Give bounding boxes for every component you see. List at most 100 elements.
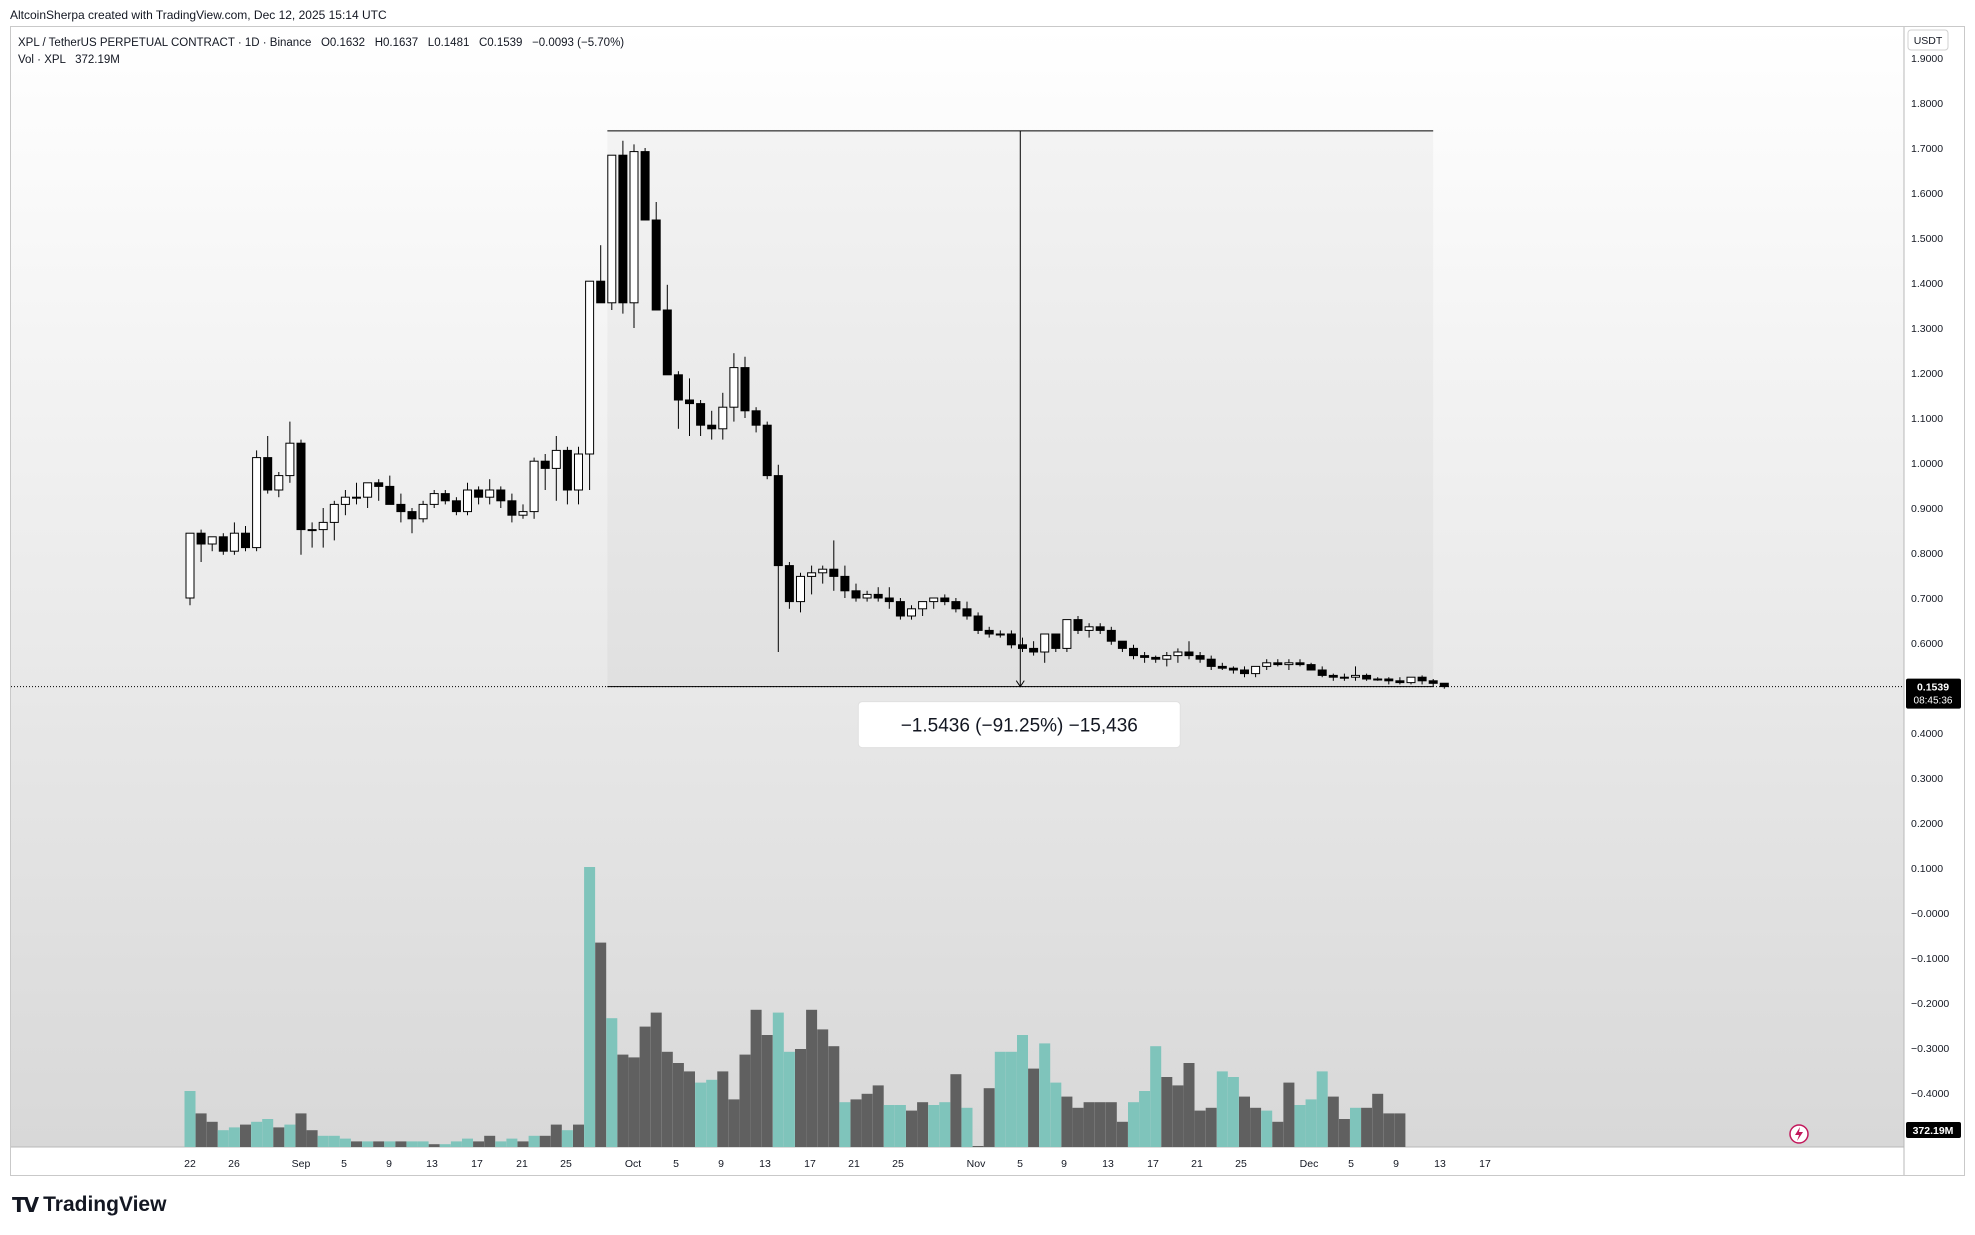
- candle-body: [629, 151, 639, 304]
- volume-bar: [373, 1141, 385, 1147]
- candle-body: [1129, 647, 1138, 657]
- time-tick-label: Nov: [967, 1158, 986, 1170]
- candle-body: [485, 489, 495, 498]
- time-tick-label: 21: [516, 1158, 528, 1170]
- candle-body: [685, 399, 694, 405]
- top-bar: AltcoinSherpa created with TradingView.c…: [0, 0, 1975, 30]
- candle-body: [973, 615, 983, 631]
- candle-body: [340, 496, 350, 505]
- legend-open-value: 0.1632: [329, 37, 366, 49]
- chart-frame[interactable]: −1.5436 (−91.25%) −15,436 1.9000 1.8000 1.…: [10, 26, 1965, 1176]
- candle-body: [762, 424, 772, 477]
- candle-body: [729, 367, 739, 408]
- time-tick-label: 9: [1061, 1158, 1067, 1170]
- candle-body: [1406, 676, 1416, 684]
- candle-body: [263, 457, 273, 491]
- time-tick-label: 25: [560, 1158, 572, 1170]
- candle-body: [596, 280, 606, 304]
- volume-bar: [1316, 1071, 1328, 1147]
- volume-bar: [439, 1144, 451, 1147]
- volume-bar: [228, 1127, 240, 1147]
- volume-bar: [495, 1141, 507, 1147]
- volume-bar: [1239, 1096, 1250, 1147]
- candle-body: [1106, 629, 1116, 642]
- volume-bar: [1261, 1110, 1273, 1147]
- candle-body: [429, 493, 439, 505]
- volume-bar: [240, 1124, 251, 1147]
- volume-bar: [1172, 1085, 1184, 1147]
- time-tick-label: Oct: [625, 1158, 641, 1170]
- legend-volume-label[interactable]: Vol · XPL: [18, 54, 66, 66]
- price-chart[interactable]: −1.5436 (−91.25%) −15,436 1.9000 1.8000 1.…: [11, 27, 1965, 1176]
- candle-body: [1228, 667, 1238, 671]
- volume-bar: [1372, 1093, 1384, 1147]
- volume-bar: [717, 1071, 729, 1147]
- candle-body: [551, 449, 561, 469]
- volume-bar: [961, 1107, 973, 1147]
- volume-bar: [795, 1049, 806, 1147]
- legend-symbol[interactable]: XPL / TetherUS PERPETUAL CONTRACT · 1D ·…: [18, 37, 312, 49]
- candle-body: [807, 572, 817, 577]
- price-scale-background: [1904, 27, 1964, 1175]
- candle-body: [1151, 656, 1161, 660]
- volume-bar: [1250, 1107, 1262, 1147]
- candle-body: [873, 593, 883, 599]
- time-tick-label: 21: [1191, 1158, 1203, 1170]
- volume-bar: [417, 1141, 429, 1147]
- volume-bar: [695, 1082, 707, 1147]
- candle-body: [884, 597, 894, 603]
- price-tick-label: −0.2000: [1911, 998, 1949, 1010]
- tradingview-logo[interactable]: TV TradingView: [12, 1193, 166, 1217]
- candle-body: [696, 403, 706, 426]
- candle-body: [1206, 658, 1216, 667]
- candle-body: [1084, 626, 1094, 631]
- candle-body: [1240, 669, 1249, 675]
- price-tick-label: 1.7000: [1911, 143, 1943, 155]
- candle-body: [229, 532, 239, 552]
- candle-body: [829, 568, 839, 577]
- price-tick-label: −0.3000: [1911, 1043, 1949, 1055]
- volume-bar: [1205, 1107, 1217, 1147]
- candle-body: [396, 503, 406, 513]
- volume-bar: [806, 1009, 818, 1147]
- price-tick-label: 1.3000: [1911, 323, 1943, 335]
- candle-body: [1018, 644, 1027, 649]
- volume-bar: [450, 1141, 462, 1147]
- volume-bar: [273, 1127, 285, 1147]
- candle-body: [995, 633, 1005, 636]
- candle-body: [1173, 651, 1183, 657]
- volume-bar: [528, 1135, 540, 1147]
- volume-bar: [894, 1105, 906, 1147]
- volume-bar: [994, 1051, 1006, 1147]
- flash-icon[interactable]: [1789, 1124, 1809, 1144]
- legend-volume-value: 372.19M: [75, 54, 120, 66]
- candle-body: [1284, 662, 1294, 666]
- time-tick-label: 5: [1017, 1158, 1023, 1170]
- volume-bar: [628, 1057, 640, 1147]
- currency-unit-box[interactable]: [1907, 29, 1949, 51]
- volume-bar: [1327, 1096, 1339, 1147]
- volume-bar: [517, 1141, 529, 1147]
- legend-close-value: 0.1539: [487, 37, 523, 49]
- candle-body: [1439, 682, 1449, 688]
- candle-body: [529, 460, 539, 513]
- volume-bar: [506, 1138, 518, 1147]
- price-tick-label: 0.1000: [1911, 863, 1943, 875]
- volume-bars: [184, 867, 1406, 1147]
- time-axis-ticks[interactable]: 22 26 Sep 5 9 13 17 21 25 Oct 5 9 13 17 21 25 Nov 5 9 13 17 2…: [184, 1158, 1491, 1170]
- volume-bar: [584, 867, 596, 1147]
- measure-tool[interactable]: −1.5436 (−91.25%) −15,436: [11, 130, 1904, 749]
- volume-bar: [761, 1035, 773, 1147]
- time-tick-label: 17: [471, 1158, 483, 1170]
- volume-bar: [1005, 1051, 1017, 1147]
- volume-bar: [251, 1121, 263, 1147]
- candle-body: [673, 374, 683, 401]
- volume-bar: [672, 1063, 684, 1147]
- volume-bar: [739, 1054, 751, 1147]
- price-tick-label: 0.2000: [1911, 818, 1943, 830]
- last-price-badge: [1906, 678, 1961, 709]
- volume-bar: [661, 1051, 673, 1147]
- candle-body: [1395, 680, 1405, 684]
- candle-body: [518, 511, 528, 516]
- volume-bar: [650, 1012, 662, 1147]
